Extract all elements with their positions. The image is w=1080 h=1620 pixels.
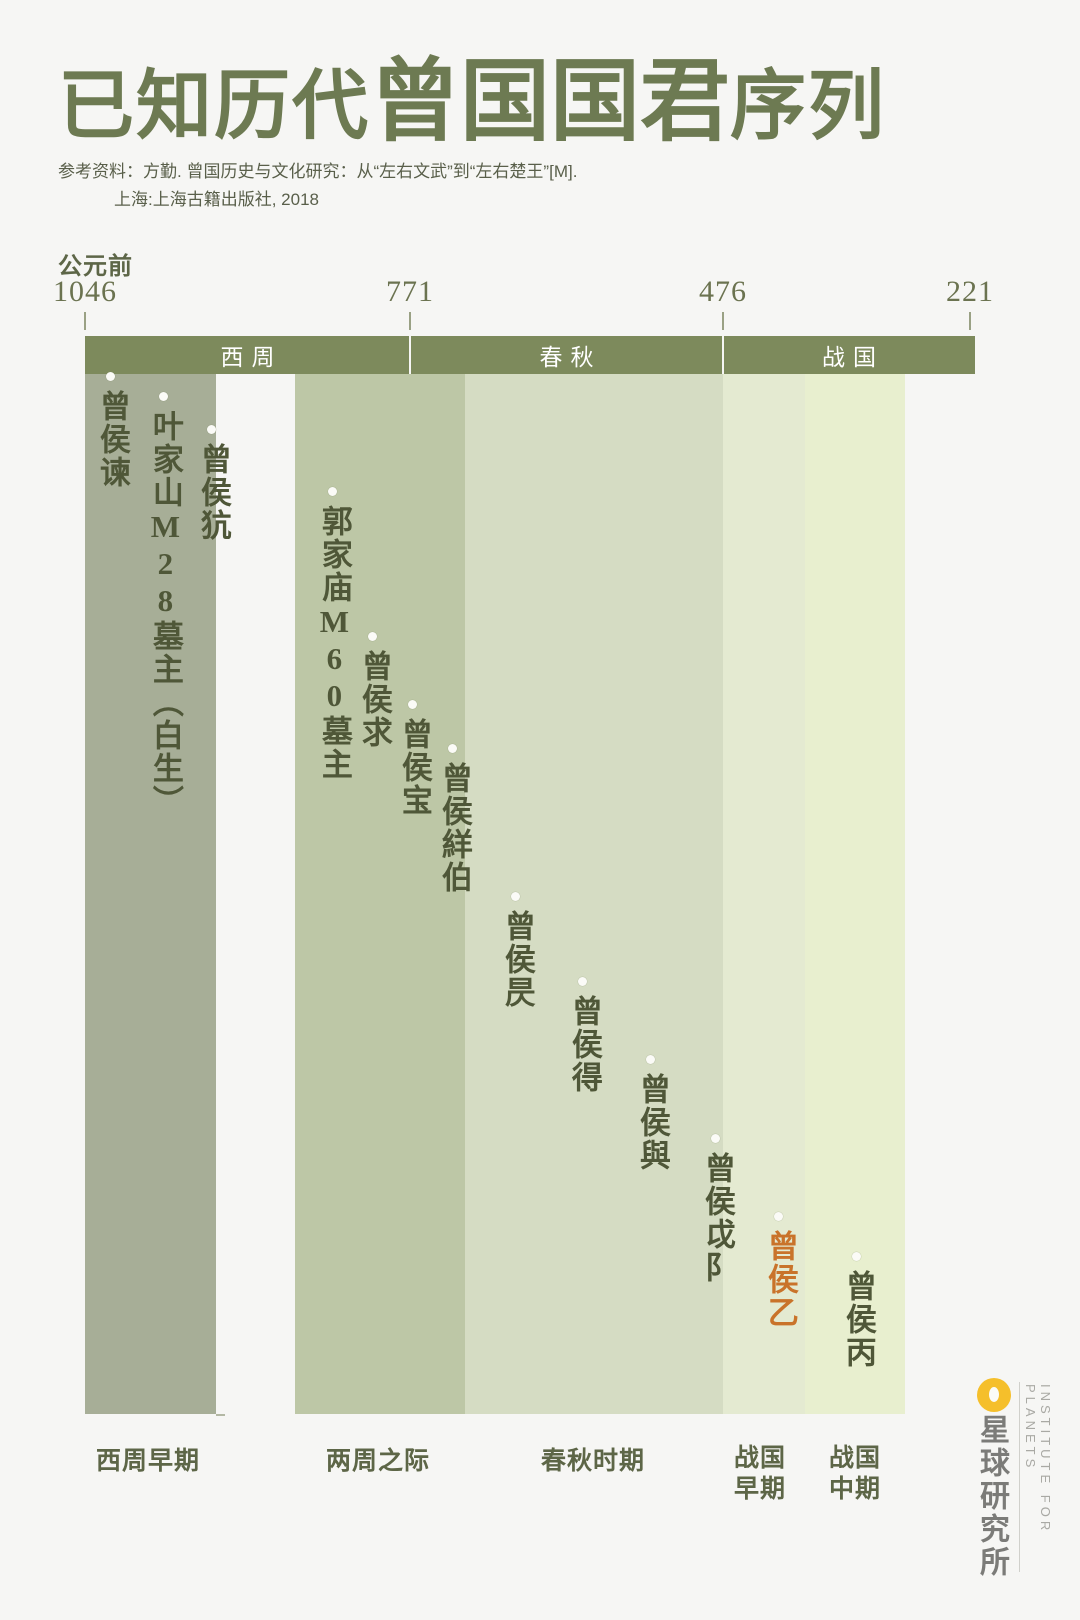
- ruler-marker-dot: [328, 487, 337, 496]
- ruler-marker-dot: [408, 700, 417, 709]
- planet-icon: [977, 1378, 1011, 1412]
- era-divider-1: [409, 336, 411, 374]
- ruler-marker-dot: [207, 425, 216, 434]
- ruler-marker-dot: [511, 892, 520, 901]
- period-label-line2: 中期: [828, 1476, 882, 1504]
- ruler-marker-dot: [646, 1055, 655, 1064]
- period-label-4: 战国 中期: [829, 1443, 881, 1506]
- axis-tick-label-771: 771: [386, 275, 434, 308]
- logo-name-en: INSTITUTE FOR PLANETS: [1023, 1384, 1053, 1535]
- page-title: 已知历代曾国国君序列: [58, 58, 886, 148]
- era-header-bar: 西周 春秋 战国: [85, 336, 975, 374]
- era-label-0: 西周: [220, 345, 283, 370]
- ruler-name: 曾侯絴伯: [436, 762, 472, 894]
- ruler-name: 郭家庙M60墓主: [316, 505, 352, 781]
- brand-logo: 星球研究所 INSTITUTE FOR PLANETS: [963, 1378, 1063, 1593]
- ruler-name: 曾侯戉阝: [699, 1152, 735, 1284]
- axis-tick-label-1046: 1046: [53, 275, 117, 308]
- ruler-marker-dot: [368, 632, 377, 641]
- axis-tick-mark-771: [409, 312, 411, 330]
- logo-divider: [1019, 1382, 1020, 1572]
- ruler-name: 曾侯昃: [499, 910, 535, 1009]
- logo-name-cn: 星球研究所: [975, 1414, 1008, 1579]
- ruler-name: 曾侯得: [566, 995, 602, 1094]
- band-2: [465, 374, 723, 1414]
- axis-tick-mark-1046: [84, 312, 86, 330]
- ruler-name: 叶家山M28墓主（白生）: [147, 410, 183, 818]
- ruler-name: 曾侯丙: [840, 1270, 876, 1369]
- band-0: [85, 374, 216, 1414]
- period-label-2: 春秋时期: [540, 1448, 646, 1475]
- ruler-marker-dot: [106, 372, 115, 381]
- band-4: [805, 374, 905, 1414]
- ruler-marker-dot: [448, 744, 457, 753]
- ruler-marker-dot: [711, 1134, 720, 1143]
- period-label-line1: 战国: [733, 1445, 787, 1472]
- ruler-name: 曾侯求: [356, 650, 392, 749]
- band-1: [295, 374, 465, 1414]
- axis-tick-mark-221: [969, 312, 971, 330]
- title-part-1: 已知历代: [58, 65, 370, 149]
- era-divider-2: [722, 336, 724, 374]
- band-gap-dashed-connector: [216, 1414, 294, 1416]
- ruler-name: 曾侯谏: [94, 390, 130, 489]
- band-3: [723, 374, 805, 1414]
- axis-bce-label: 公元前: [58, 254, 133, 280]
- period-label-line1: 战国: [828, 1445, 882, 1472]
- axis-tick-label-476: 476: [699, 275, 747, 308]
- ruler-name: 曾侯與: [634, 1073, 670, 1172]
- ruler-name: 曾侯乙: [762, 1230, 798, 1329]
- ruler-marker-dot: [852, 1252, 861, 1261]
- period-label-0: 西周早期: [95, 1448, 201, 1475]
- ruler-marker-dot: [774, 1212, 783, 1221]
- reference-line-1: 参考资料：方勤. 曾国历史与文化研究：从“左右文武”到“左右楚王”[M].: [58, 162, 578, 181]
- era-label-1: 春秋: [539, 345, 602, 370]
- reference-line-2: 上海:上海古籍出版社, 2018: [114, 190, 319, 210]
- ruler-name: 曾侯犺: [195, 443, 231, 542]
- reference-note: 参考资料：方勤. 曾国历史与文化研究：从“左右文武”到“左右楚王”[M]. 上海…: [58, 158, 858, 214]
- period-label-3: 战国 早期: [734, 1443, 786, 1506]
- title-part-3: 序列: [730, 65, 886, 149]
- axis-tick-label-221: 221: [946, 275, 994, 308]
- title-part-2: 曾国国君: [370, 53, 730, 152]
- ruler-marker-dot: [159, 392, 168, 401]
- era-label-2: 战国: [822, 345, 884, 370]
- ruler-name: 曾侯宝: [396, 718, 432, 817]
- ruler-marker-dot: [578, 977, 587, 986]
- period-label-line2: 早期: [733, 1476, 787, 1504]
- axis-tick-mark-476: [722, 312, 724, 330]
- period-label-1: 两周之际: [325, 1448, 431, 1475]
